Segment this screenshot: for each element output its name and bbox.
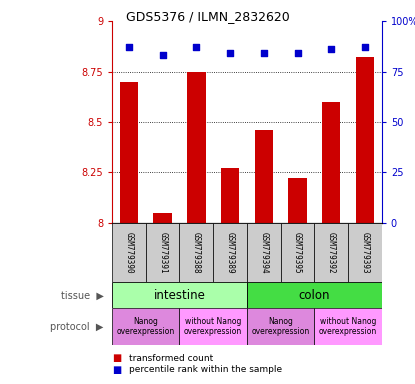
Bar <box>322 102 340 223</box>
Bar <box>180 223 213 282</box>
Bar <box>112 308 180 345</box>
Text: ■: ■ <box>112 353 121 363</box>
Text: GSM779390: GSM779390 <box>124 232 133 273</box>
Text: GDS5376 / ILMN_2832620: GDS5376 / ILMN_2832620 <box>126 10 289 23</box>
Bar <box>315 223 348 282</box>
Text: Nanog
overexpression: Nanog overexpression <box>117 317 175 336</box>
Text: Nanog
overexpression: Nanog overexpression <box>251 317 310 336</box>
Bar <box>247 223 281 282</box>
Bar <box>120 82 138 223</box>
Text: without Nanog
overexpression: without Nanog overexpression <box>319 317 377 336</box>
Text: percentile rank within the sample: percentile rank within the sample <box>129 365 282 374</box>
Text: GSM779394: GSM779394 <box>259 232 268 273</box>
Bar <box>288 178 307 223</box>
Point <box>159 52 166 58</box>
Bar <box>180 308 247 345</box>
Bar <box>281 223 315 282</box>
Bar <box>154 213 172 223</box>
Point <box>193 44 200 50</box>
Bar <box>213 223 247 282</box>
Point <box>126 44 132 50</box>
Text: colon: colon <box>299 289 330 302</box>
Text: tissue  ▶: tissue ▶ <box>61 290 104 300</box>
Bar <box>247 308 315 345</box>
Text: without Nanog
overexpression: without Nanog overexpression <box>184 317 242 336</box>
Text: GSM779388: GSM779388 <box>192 232 201 273</box>
Bar <box>254 130 273 223</box>
Bar <box>247 282 382 308</box>
Bar <box>112 223 146 282</box>
Text: GSM779389: GSM779389 <box>226 232 234 273</box>
Bar <box>348 223 382 282</box>
Bar <box>187 71 205 223</box>
Text: GSM779393: GSM779393 <box>361 232 369 273</box>
Text: ■: ■ <box>112 365 121 375</box>
Point <box>328 46 334 53</box>
Point <box>294 50 301 56</box>
Point <box>361 44 368 50</box>
Bar <box>146 223 180 282</box>
Bar <box>221 168 239 223</box>
Text: transformed count: transformed count <box>129 354 213 363</box>
Text: intestine: intestine <box>154 289 205 302</box>
Text: GSM779391: GSM779391 <box>158 232 167 273</box>
Point <box>261 50 267 56</box>
Point <box>227 50 233 56</box>
Bar <box>356 58 374 223</box>
Bar <box>315 308 382 345</box>
Bar <box>112 282 247 308</box>
Text: GSM779395: GSM779395 <box>293 232 302 273</box>
Text: protocol  ▶: protocol ▶ <box>50 321 104 332</box>
Text: GSM779392: GSM779392 <box>327 232 336 273</box>
